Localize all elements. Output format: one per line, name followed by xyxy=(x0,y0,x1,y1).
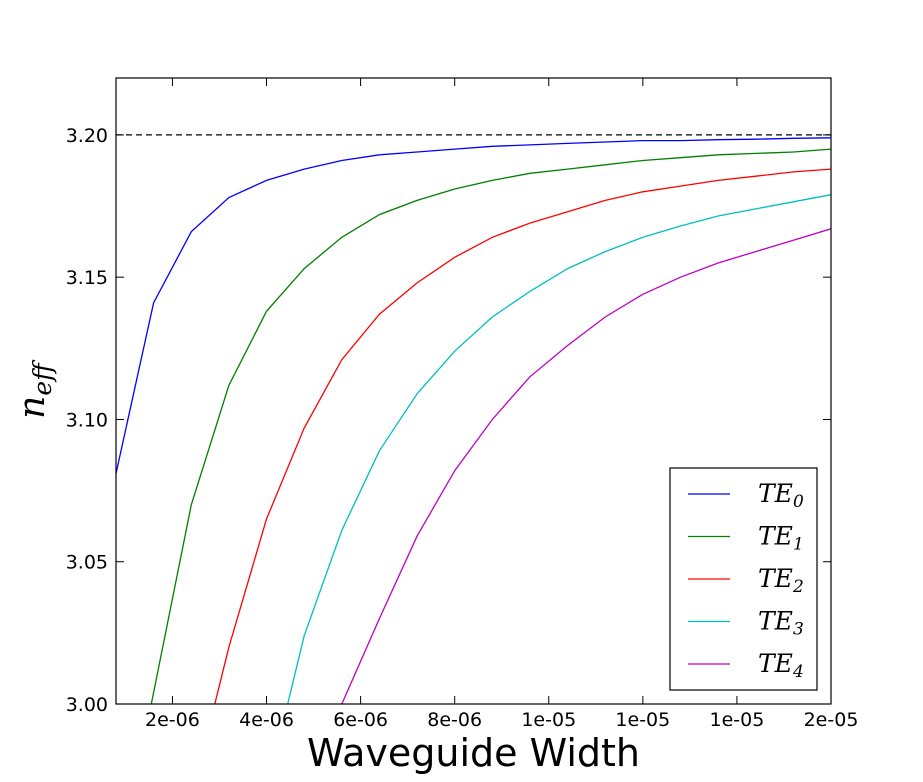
series-line-te3 xyxy=(287,194,831,704)
x-tick-label: 1e-05 xyxy=(521,709,576,731)
series-line-te2 xyxy=(214,168,831,704)
plot-frame xyxy=(115,77,832,705)
x-tick-label: 1e-05 xyxy=(710,709,765,731)
x-tick-label: 1e-05 xyxy=(615,709,670,731)
x-tick-label: 2e-05 xyxy=(804,709,859,731)
y-tick-label: 3.15 xyxy=(66,267,108,289)
y-tick-label: 3.05 xyxy=(66,552,108,574)
y-tick-label: 3.10 xyxy=(66,409,108,431)
legend-label-te3: TE3 xyxy=(758,607,804,640)
series-line-te1 xyxy=(150,148,831,704)
x-tick-label: 8e-06 xyxy=(427,709,482,731)
x-tick-label: 4e-06 xyxy=(239,709,294,731)
y-tick-label: 3.20 xyxy=(66,125,108,147)
x-axis-label: Waveguide Width xyxy=(307,731,640,775)
x-tick-label: 6e-06 xyxy=(333,709,388,731)
legend-label-te0: TE0 xyxy=(758,479,804,512)
legend-label-te2: TE2 xyxy=(758,564,804,597)
series-line-te0 xyxy=(116,137,831,474)
x-axis: 2e-06 4e-06 6e-06 8e-06 1e-05 1e-05 1e-05 2e-05 xyxy=(145,78,858,731)
legend-label-te4: TE4 xyxy=(758,649,804,682)
legend: TE0 TE1 TE2 TE3 TE4 xyxy=(669,467,818,691)
y-tick-label: 3.00 xyxy=(66,694,108,716)
y-axis-label: neff xyxy=(12,359,57,419)
y-axis: 3.00 3.05 3.10 3.15 3.20 xyxy=(66,125,831,716)
y-axis-label-main: n xyxy=(12,396,53,419)
series-layer xyxy=(116,137,831,704)
legend-label-te1: TE1 xyxy=(758,522,804,555)
series-line-te4 xyxy=(341,228,831,704)
y-axis-label-sub: eff xyxy=(28,359,57,396)
x-tick-label: 2e-06 xyxy=(145,709,200,731)
